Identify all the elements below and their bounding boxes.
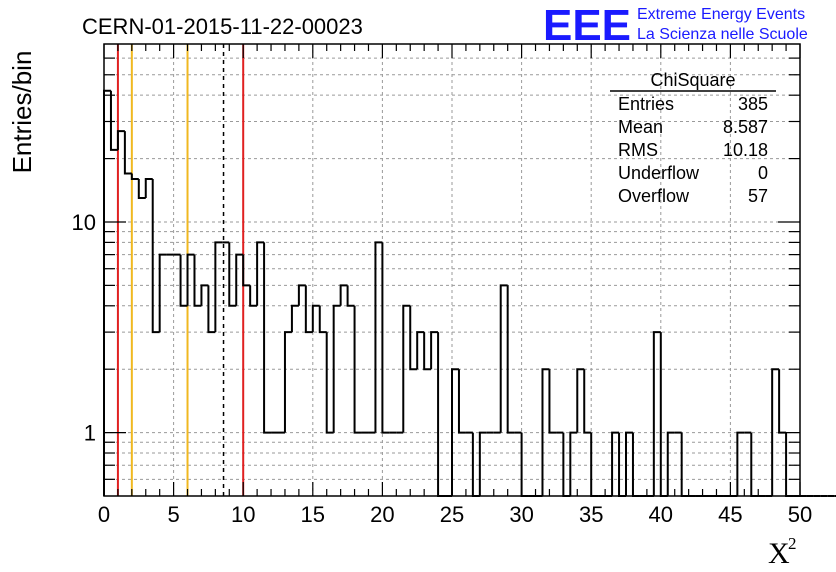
histogram-bar [457,369,466,434]
x-axis-label-main: X [768,537,790,570]
stats-row-label: RMS [618,140,658,160]
stats-row-value: 10.18 [723,140,768,160]
stats-box: ChiSquare Entries 385 Mean 8.587 RMS 10.18 Und… [610,70,776,206]
histogram-bar [283,331,292,433]
y-tick-label: 1 [84,421,96,446]
histogram-bar [228,242,237,307]
histogram-bar [506,285,515,434]
x-tick-label: 40 [649,502,673,527]
histogram-bar [374,241,383,433]
histogram-bar [256,241,265,306]
histogram-bar [611,431,620,496]
x-tick-label: 15 [301,502,325,527]
histogram-bar [339,284,348,306]
x-axis-label: X 2 [768,534,797,570]
histogram-bar [290,304,299,333]
histogram-bar [652,331,661,496]
histogram-bar [242,254,251,287]
stats-row-label: Entries [618,94,674,114]
histogram-bar [130,173,139,180]
x-tick-label: 30 [509,502,533,527]
histogram-bar [499,284,508,433]
x-axis-label-sup: 2 [788,534,797,553]
histogram-bar [736,431,745,496]
stats-row-value: 57 [748,186,768,206]
histogram-bar [186,253,195,306]
histogram-bar [583,369,592,434]
histogram-bar [451,368,459,496]
stats-row-value: 385 [738,94,768,114]
histogram-bar [666,431,675,496]
histogram-bar [778,369,787,434]
histogram-bar [353,305,362,434]
histogram-bar [304,285,313,334]
histogram-bar [576,368,585,433]
x-tick-label: 10 [231,502,255,527]
histogram-bar [214,241,223,333]
histogram-bar [423,332,432,371]
y-axis-label: Entries/bin [7,51,37,174]
histogram-bar [116,130,125,150]
x-tick-label: 25 [440,502,464,527]
histogram-bar [311,304,320,333]
stats-rows: Entries 385 Mean 8.587 RMS 10.18 Underflow 0 Ove… [618,94,768,206]
grid [104,44,800,496]
logo-line1: Extreme Energy Events [637,6,805,23]
histogram-bar [325,332,334,434]
reference-lines [116,44,245,496]
histogram-bar [193,254,202,307]
histogram-bar [541,368,550,496]
histogram-bar [297,284,306,306]
histogram-bar [207,285,216,334]
logo-mark: EEE [543,1,631,50]
histogram-bar [318,305,327,334]
eee-logo: EEE Extreme Energy Events La Scienza nel… [543,1,808,50]
histogram-bar [109,90,118,151]
histogram-bar [381,242,390,434]
histogram-bar [346,285,355,307]
chart-title: CERN-01-2015-11-22-00023 [82,14,363,39]
histogram-bar [416,331,425,370]
x-tick-label: 0 [98,502,110,527]
histogram-bar [437,332,446,497]
histogram-bar [158,253,167,333]
histogram-bar [263,242,272,434]
x-tick-label: 35 [579,502,603,527]
x-tick-label: 5 [167,502,179,527]
histogram-bar [625,431,633,496]
stats-row-label: Underflow [618,163,700,183]
x-tick-label: 50 [788,502,812,527]
histogram-bar [249,285,258,307]
stats-row-label: Mean [618,117,663,137]
histogram-bar [151,178,160,334]
histogram-bar [103,89,111,496]
stats-title: ChiSquare [650,70,735,90]
histogram-bar [659,332,668,497]
histogram-bar [402,304,411,433]
histogram-bar [478,431,487,496]
stats-row-label: Overflow [618,186,690,206]
stats-row-value: 8.587 [723,117,768,137]
histogram-bar [123,131,132,175]
histogram-bar [179,254,188,307]
x-tick-label: 20 [370,502,394,527]
histogram-bar [200,284,209,306]
histogram-bar [235,253,244,306]
histogram-bar [771,368,780,496]
axis-ticks: 0 5 10 15 20 25 30 35 40 45 50 1 10 [72,44,812,527]
histogram-bar [548,369,557,434]
histogram-bar [332,304,341,433]
histogram-bar [144,177,153,198]
histogram-bar [430,331,439,370]
stats-row-value: 0 [758,163,768,183]
x-tick-label: 45 [718,502,742,527]
y-tick-label: 10 [72,210,96,235]
logo-line2: La Scienza nelle Scuole [637,26,808,43]
histogram-bar [137,178,146,199]
histogram-bar [569,431,578,496]
histogram-bar [409,305,418,371]
